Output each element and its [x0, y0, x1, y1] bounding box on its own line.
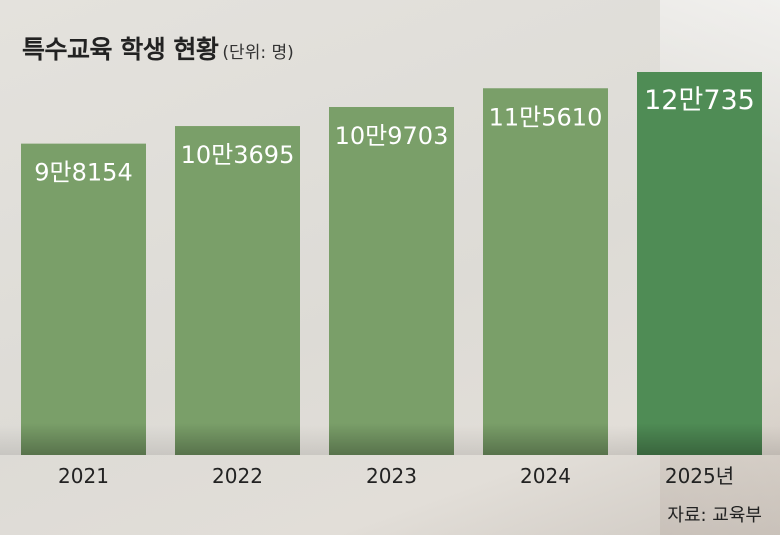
bar	[329, 106, 454, 455]
data-label: 10만9703	[335, 122, 449, 150]
data-label: 10만3695	[181, 141, 295, 169]
bar-shade	[483, 423, 608, 455]
bar-shade	[329, 423, 454, 455]
source-note: 자료: 교육부	[667, 505, 762, 526]
x-tick-label: 2022	[212, 464, 263, 488]
x-tick-label: 2023	[366, 464, 417, 488]
bar	[483, 88, 608, 455]
x-tick-label: 2021	[58, 464, 109, 488]
bar	[637, 72, 762, 455]
x-tick-label: 2025년	[665, 464, 734, 488]
bar-shade	[21, 423, 146, 455]
data-label: 9만8154	[34, 159, 132, 187]
bar	[21, 143, 146, 456]
x-tick-label: 2024	[520, 464, 571, 488]
bar	[175, 126, 300, 455]
bar-shade	[175, 423, 300, 455]
chart-header: 특수교육 학생 현황 (단위: 명)	[22, 30, 294, 66]
chart-title: 특수교육 학생 현황	[22, 35, 219, 64]
data-label: 12만735	[644, 85, 755, 116]
unit-label: (단위: 명)	[222, 43, 294, 63]
data-label: 11만5610	[489, 103, 603, 131]
bar-shade	[637, 423, 762, 455]
